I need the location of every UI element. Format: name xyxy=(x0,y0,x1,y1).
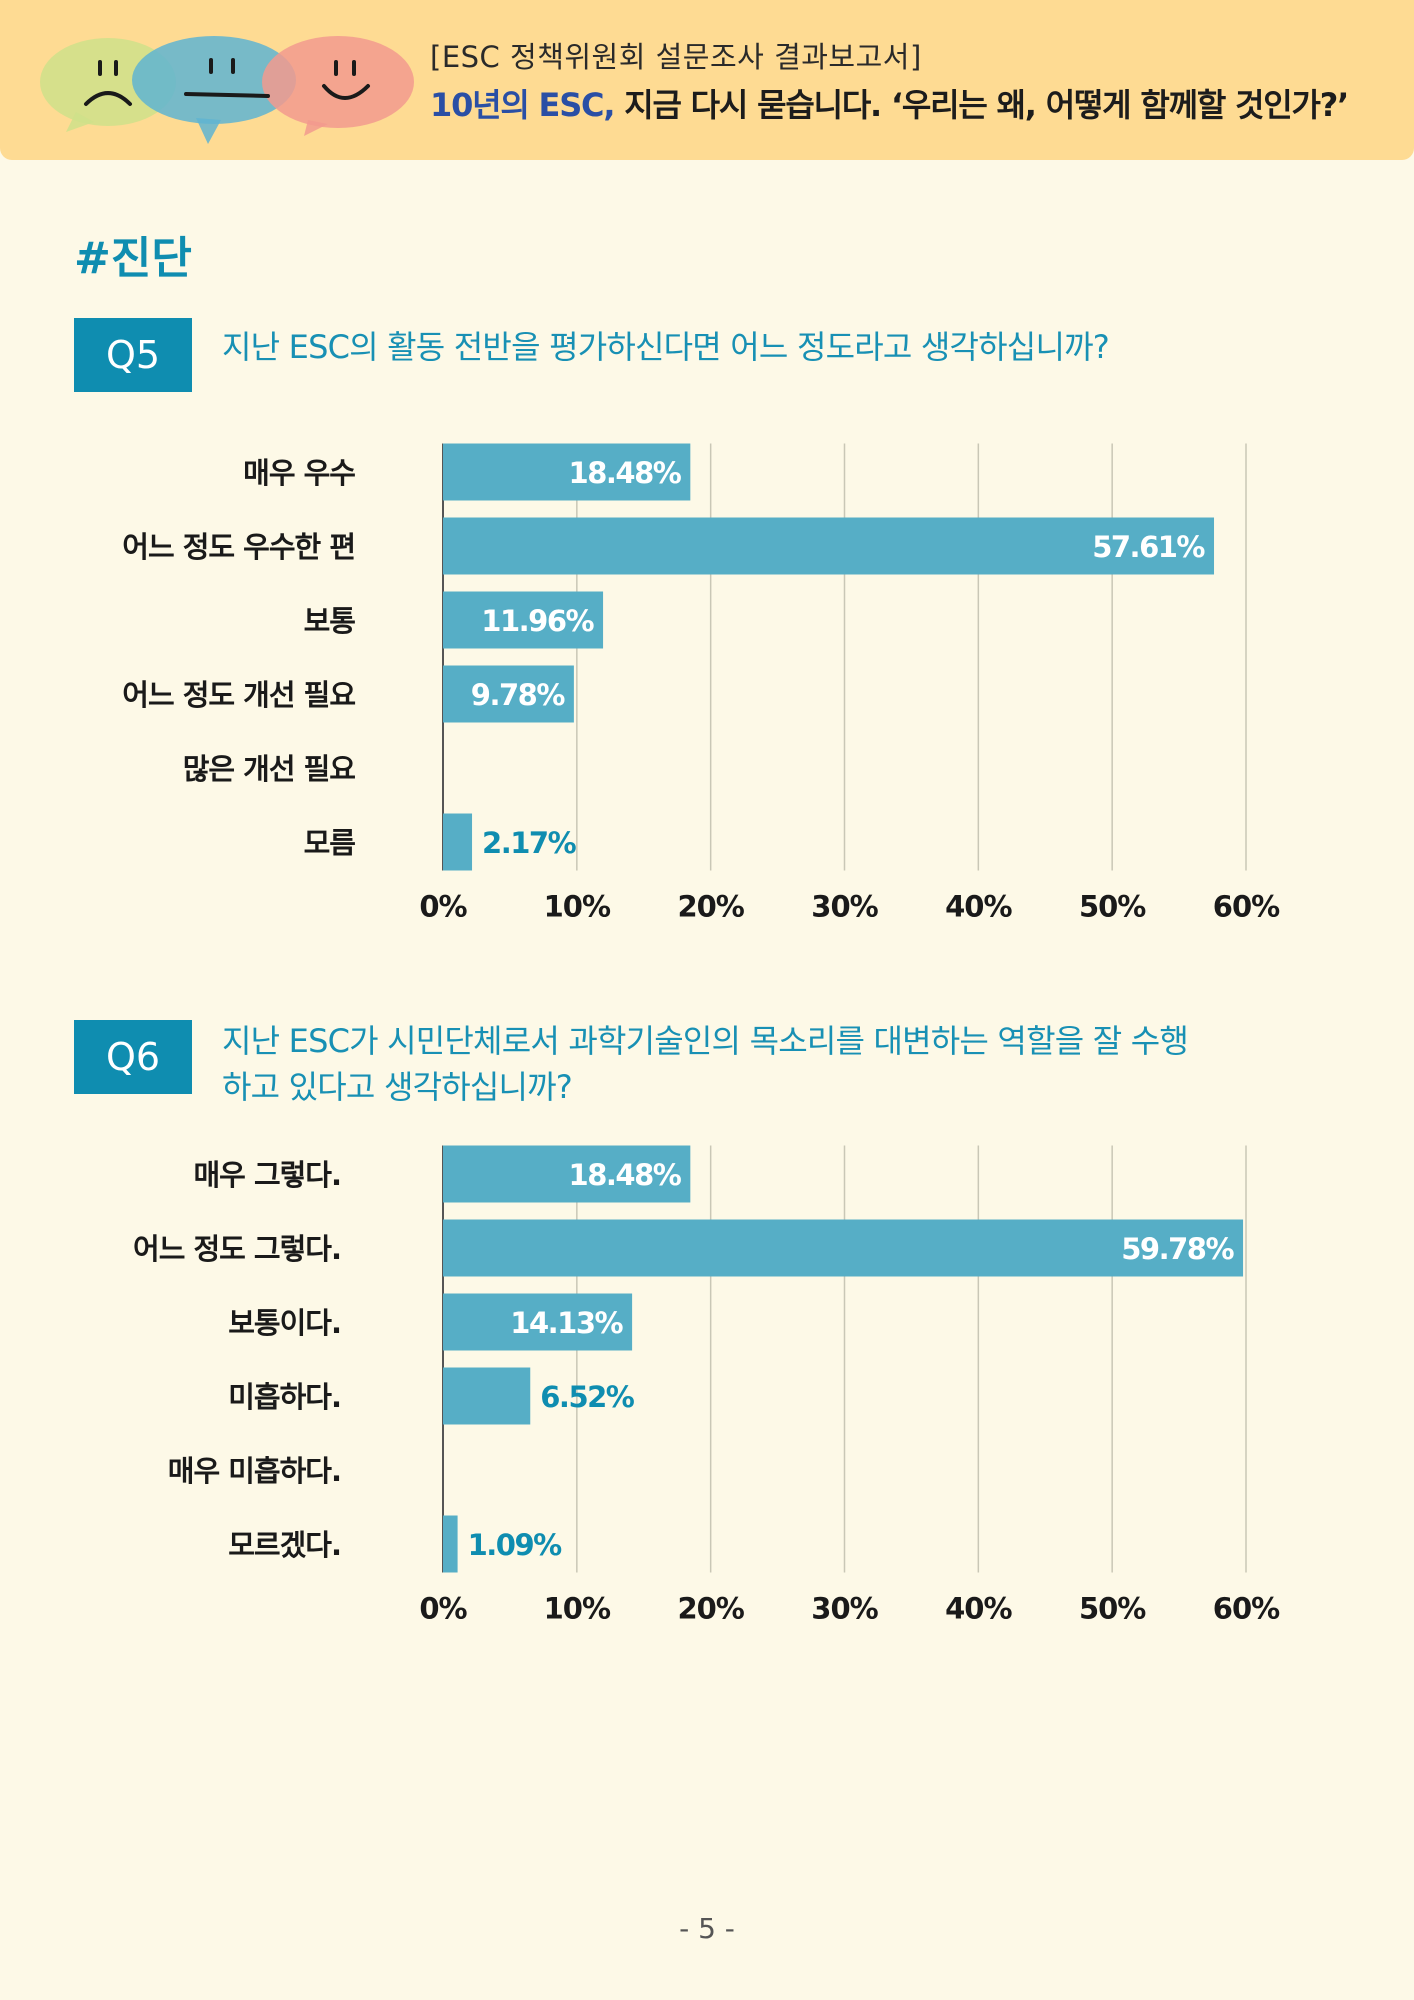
q5-tick-label: 40% xyxy=(945,890,1012,924)
q6-data-label: 1.09% xyxy=(468,1528,563,1562)
q5-data-label: 9.78% xyxy=(471,678,566,712)
q5-tick-label: 0% xyxy=(419,890,467,924)
q6-category-label: 미흡하다. xyxy=(228,1380,341,1414)
q6-question-line-1: 지난 ESC가 시민단체로서 과학기술인의 목소리를 대변하는 역할을 잘 수행 xyxy=(222,1022,1189,1060)
q5-badge: Q5 xyxy=(74,318,192,392)
q5-category-label: 매우 우수 xyxy=(243,456,355,490)
q6-category-label: 보통이다. xyxy=(228,1306,341,1340)
q5-category-label: 보통 xyxy=(304,604,356,638)
q5-data-label: 18.48% xyxy=(569,456,682,490)
q5-bar-chart: 0% 10% 20% 30% 40% 50% 60% 매우 우수 18.48% 어느 정도 우수한… xyxy=(122,443,1281,924)
q5-bar xyxy=(443,813,473,871)
q6-data-label: 6.52% xyxy=(540,1380,635,1414)
q6-tick-label: 30% xyxy=(811,1592,878,1626)
q6-bar xyxy=(443,1293,633,1351)
q6-category-label: 매우 미흡하다. xyxy=(168,1454,341,1488)
q5-data-label: 11.96% xyxy=(481,604,594,638)
q5-question: 지난 ESC의 활동 전반을 평가하신다면 어느 정도라고 생각하십니까? xyxy=(222,324,1110,370)
q6-tick-label: 50% xyxy=(1079,1592,1146,1626)
q5-tick-label: 30% xyxy=(811,890,878,924)
q5-bar xyxy=(443,665,574,723)
q5-data-label: 57.61% xyxy=(1092,530,1205,564)
q5-data-label: 2.17% xyxy=(482,826,577,860)
q6-category-label: 모르겠다. xyxy=(228,1528,341,1562)
q6-tick-label: 60% xyxy=(1213,1592,1280,1626)
q5-tick-label: 10% xyxy=(544,890,611,924)
q6-bar xyxy=(443,1515,458,1573)
q5-category-label: 많은 개선 필요 xyxy=(183,752,356,786)
q6-tick-label: 40% xyxy=(945,1592,1012,1626)
q6-bar xyxy=(443,1367,531,1425)
q5-bar xyxy=(443,517,1215,575)
q5-bar xyxy=(443,443,691,501)
report-title: 10년의 ESC, 지금 다시 묻습니다. ‘우리는 왜, 어떻게 함께할 것인… xyxy=(430,80,1349,126)
q6-tick-label: 10% xyxy=(544,1592,611,1626)
report-subtitle: [ESC 정책위원회 설문조사 결과보고서] xyxy=(430,40,922,74)
q6-data-label: 59.78% xyxy=(1121,1232,1234,1266)
section-title: #진단 xyxy=(74,233,192,284)
q5-tick-label: 60% xyxy=(1213,890,1280,924)
q5-bar xyxy=(443,591,604,649)
q6-category-label: 어느 정도 그렇다. xyxy=(133,1232,341,1266)
q6-question-line-2: 하고 있다고 생각하십니까? xyxy=(222,1068,573,1106)
q6-tick-label: 20% xyxy=(677,1592,744,1626)
q6-bar-chart: 0% 10% 20% 30% 40% 50% 60% 매우 그렇다. 18.48% 어느 정도 그… xyxy=(133,1145,1281,1626)
q5-tick-label: 20% xyxy=(677,890,744,924)
report-title-rest: 지금 다시 묻습니다. ‘우리는 왜, 어떻게 함께할 것인가?’ xyxy=(614,86,1349,124)
q5-category-label: 어느 정도 우수한 편 xyxy=(122,530,355,564)
q6-data-label: 18.48% xyxy=(569,1158,682,1192)
q6-category-label: 매우 그렇다. xyxy=(193,1158,341,1192)
speech-bubbles-logo-icon xyxy=(40,36,414,144)
page-number: - 5 - xyxy=(679,1912,735,1945)
report-title-accent: 10년의 ESC, xyxy=(430,86,616,124)
q5-question-line: 지난 ESC의 활동 전반을 평가하신다면 어느 정도라고 생각하십니까? xyxy=(222,328,1110,366)
q6-badge: Q6 xyxy=(74,1020,192,1094)
q5-category-label: 어느 정도 개선 필요 xyxy=(122,678,355,712)
q6-tick-label: 0% xyxy=(419,1592,467,1626)
q5-category-label: 모름 xyxy=(304,826,356,860)
q5-tick-label: 50% xyxy=(1079,890,1146,924)
q6-bar xyxy=(443,1145,691,1203)
q6-bar xyxy=(443,1219,1244,1277)
report-header: [ESC 정책위원회 설문조사 결과보고서] 10년의 ESC, 지금 다시 묻… xyxy=(0,0,1414,160)
q6-data-label: 14.13% xyxy=(510,1306,623,1340)
q6-question: 지난 ESC가 시민단체로서 과학기술인의 목소리를 대변하는 역할을 잘 수행… xyxy=(222,1018,1189,1110)
